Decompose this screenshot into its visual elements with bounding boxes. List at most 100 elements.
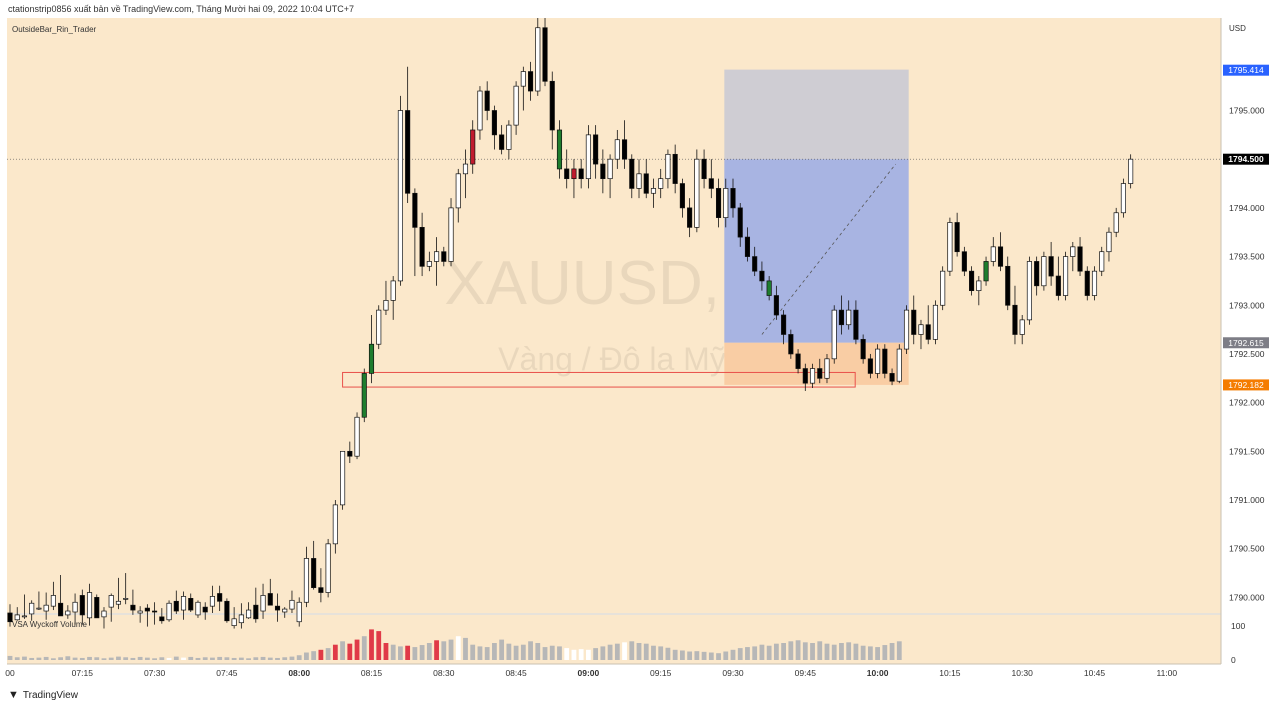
candle[interactable] xyxy=(636,159,642,199)
candle[interactable] xyxy=(1091,266,1098,301)
candle[interactable] xyxy=(43,592,49,620)
candle[interactable] xyxy=(701,149,707,189)
candle[interactable] xyxy=(1034,256,1040,296)
candle[interactable] xyxy=(961,246,967,277)
candle[interactable] xyxy=(571,159,577,199)
candle[interactable] xyxy=(694,149,700,233)
candle[interactable] xyxy=(1005,256,1011,311)
candle[interactable] xyxy=(947,217,953,277)
candle[interactable] xyxy=(303,546,309,608)
candle[interactable] xyxy=(593,125,599,179)
candle[interactable] xyxy=(72,593,78,625)
candle[interactable] xyxy=(332,500,338,554)
candle[interactable] xyxy=(650,178,657,208)
candle[interactable] xyxy=(809,363,816,389)
candle[interactable] xyxy=(658,168,664,199)
candle[interactable] xyxy=(730,178,736,218)
candle[interactable] xyxy=(643,159,649,199)
candle[interactable] xyxy=(788,329,794,359)
candle[interactable] xyxy=(325,538,331,598)
candle[interactable] xyxy=(318,568,324,603)
candle[interactable] xyxy=(875,344,881,379)
candle[interactable] xyxy=(58,574,64,617)
candle[interactable] xyxy=(1113,207,1119,238)
candle[interactable] xyxy=(499,125,505,155)
candle[interactable] xyxy=(21,594,28,619)
candle[interactable] xyxy=(202,602,208,620)
candle[interactable] xyxy=(925,305,931,345)
candle[interactable] xyxy=(918,319,924,350)
candle[interactable] xyxy=(1026,256,1032,325)
candle[interactable] xyxy=(795,349,801,374)
candle[interactable] xyxy=(954,212,960,257)
candle[interactable] xyxy=(556,120,563,179)
candle[interactable] xyxy=(368,315,375,384)
candle[interactable] xyxy=(744,227,751,262)
candle[interactable] xyxy=(65,605,71,619)
candle[interactable] xyxy=(1106,227,1112,262)
tradingview-footer[interactable]: ▼ TradingView xyxy=(8,689,78,701)
candle[interactable] xyxy=(296,597,302,627)
candle[interactable] xyxy=(94,594,100,619)
candle[interactable] xyxy=(282,607,288,618)
candle[interactable] xyxy=(737,203,743,247)
candle[interactable] xyxy=(759,261,765,291)
candle[interactable] xyxy=(715,178,722,228)
candle[interactable] xyxy=(491,105,497,150)
candle[interactable] xyxy=(340,450,346,510)
candle[interactable] xyxy=(462,149,469,199)
candle[interactable] xyxy=(766,276,772,301)
candle[interactable] xyxy=(817,358,823,384)
candle[interactable] xyxy=(614,129,620,169)
candle[interactable] xyxy=(376,305,382,350)
candle[interactable] xyxy=(289,590,295,613)
candle[interactable] xyxy=(36,591,42,611)
candle[interactable] xyxy=(824,353,830,384)
candle[interactable] xyxy=(1048,241,1054,286)
candle[interactable] xyxy=(231,607,237,629)
candle[interactable] xyxy=(723,178,729,228)
candle[interactable] xyxy=(101,607,107,629)
candle[interactable] xyxy=(470,120,476,174)
candle[interactable] xyxy=(224,598,230,623)
candle[interactable] xyxy=(354,412,360,460)
candle[interactable] xyxy=(426,251,432,272)
candle[interactable] xyxy=(976,276,982,306)
candle[interactable] xyxy=(195,600,201,618)
candle[interactable] xyxy=(173,590,179,614)
candle[interactable] xyxy=(152,602,158,625)
candle[interactable] xyxy=(397,95,403,286)
candle[interactable] xyxy=(217,585,223,612)
candle[interactable] xyxy=(889,368,895,386)
candle[interactable] xyxy=(29,600,35,621)
candle[interactable] xyxy=(123,573,129,605)
candle[interactable] xyxy=(542,18,548,87)
candle[interactable] xyxy=(130,589,136,615)
support-zone-box[interactable] xyxy=(342,371,856,388)
candle[interactable] xyxy=(448,198,454,267)
candle[interactable] xyxy=(144,604,150,627)
candle[interactable] xyxy=(419,212,425,277)
candle[interactable] xyxy=(14,607,20,621)
candle[interactable] xyxy=(412,188,418,277)
candle[interactable] xyxy=(477,86,483,140)
candle[interactable] xyxy=(137,606,143,623)
candle[interactable] xyxy=(166,600,172,622)
candle[interactable] xyxy=(267,578,273,606)
candle[interactable] xyxy=(260,583,266,619)
candle[interactable] xyxy=(347,441,353,464)
candle[interactable] xyxy=(781,310,787,345)
candle[interactable] xyxy=(882,344,888,379)
candle[interactable] xyxy=(86,583,93,626)
candle[interactable] xyxy=(838,295,845,335)
position-stop-zone[interactable] xyxy=(724,342,909,385)
candle[interactable] xyxy=(108,593,114,622)
candle[interactable] xyxy=(564,149,570,189)
candle[interactable] xyxy=(687,198,693,238)
candle[interactable] xyxy=(50,581,56,611)
candle[interactable] xyxy=(188,593,194,612)
candle[interactable] xyxy=(1055,256,1061,301)
candle[interactable] xyxy=(672,144,678,194)
candle[interactable] xyxy=(528,61,534,101)
